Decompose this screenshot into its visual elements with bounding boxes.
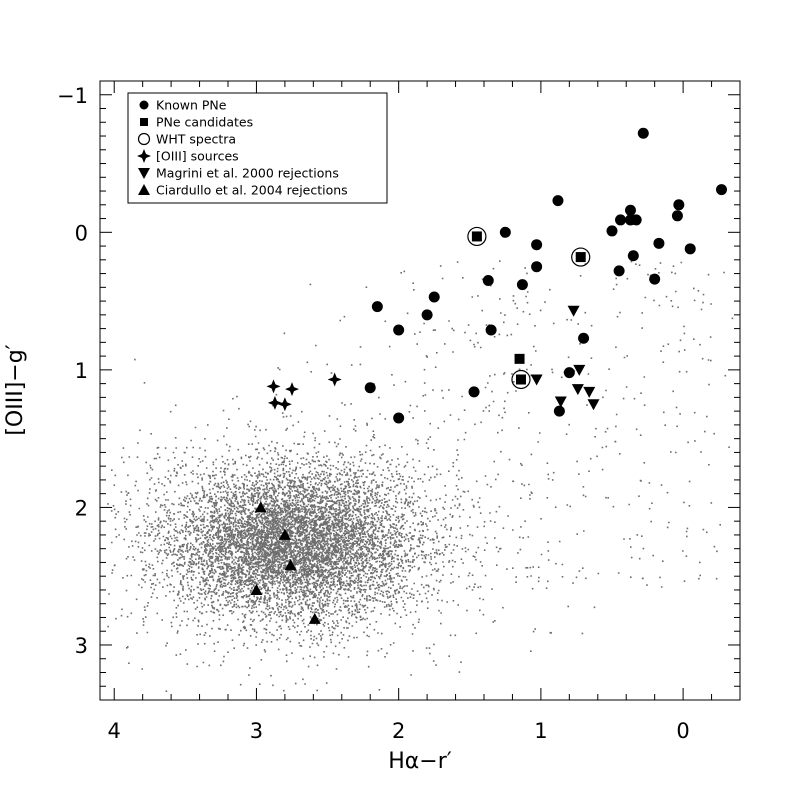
- filled-circle-marker: [428, 291, 440, 303]
- filled-circle-marker: [653, 237, 665, 249]
- legend: Known PNe PNe candidates WHT spectra [OIII]…: [127, 92, 388, 204]
- four-point-star-marker: [266, 379, 281, 394]
- down-triangle-marker: [554, 396, 567, 408]
- up-triangle-marker: [250, 583, 263, 595]
- up-triangle-marker: [284, 559, 297, 571]
- up-triangle-legend-icon: [138, 184, 150, 195]
- open-circle-legend-icon: [137, 132, 151, 146]
- legend-label: Ciardullo et al. 2004 rejections: [156, 183, 348, 198]
- filled-circle-marker: [673, 199, 685, 211]
- x-tick-label: 1: [534, 719, 547, 743]
- legend-item: [OIII] sources: [137, 149, 239, 164]
- four-point-star-marker: [277, 397, 292, 412]
- filled-square-marker: [471, 231, 482, 242]
- down-triangle-marker: [530, 374, 543, 386]
- marker-layer: [250, 127, 728, 624]
- y-tick-label: 2: [75, 496, 88, 520]
- four-point-star-marker: [267, 395, 282, 410]
- filled-circle-marker: [637, 127, 649, 139]
- filled-circle-marker: [371, 301, 383, 313]
- series-filled-square: [471, 231, 586, 385]
- filled-circle-marker: [613, 265, 625, 277]
- filled-circle-marker: [482, 274, 494, 286]
- down-triangle-marker: [583, 386, 596, 398]
- background-points: [107, 260, 734, 692]
- filled-circle-marker: [393, 412, 405, 424]
- filled-circle-legend-icon: [139, 100, 149, 110]
- four-point-star-marker: [285, 382, 299, 397]
- x-tick-label: 0: [676, 719, 689, 743]
- down-triangle-legend-icon: [138, 168, 150, 179]
- filled-circle-marker: [716, 184, 728, 196]
- legend-label: PNe candidates: [156, 115, 253, 130]
- background-star-cloud: [107, 260, 734, 692]
- down-triangle-marker: [571, 384, 584, 396]
- legend-box: [127, 92, 388, 204]
- filled-circle-marker: [468, 386, 480, 398]
- up-triangle-marker: [308, 612, 321, 624]
- x-tick-label: 3: [250, 719, 263, 743]
- series-four-point-star: [266, 372, 342, 412]
- plot-frame: [99, 80, 741, 701]
- up-triangle-marker: [278, 528, 291, 540]
- filled-circle-marker: [531, 261, 543, 273]
- filled-circle-marker: [563, 367, 575, 379]
- filled-circle-marker: [553, 405, 565, 417]
- filled-circle-marker: [615, 214, 627, 226]
- down-triangle-marker: [573, 364, 586, 376]
- filled-circle-marker: [630, 214, 642, 226]
- legend-label: [OIII] sources: [156, 149, 239, 164]
- x-tick-label: 2: [392, 719, 405, 743]
- open-circle-marker: [467, 226, 487, 247]
- x-tick-label: 4: [108, 719, 121, 743]
- y-axis-label: [OIII]−g′: [3, 344, 28, 435]
- down-triangle-marker: [587, 399, 600, 411]
- up-triangle-marker: [254, 501, 267, 513]
- legend-item: Ciardullo et al. 2004 rejections: [138, 183, 348, 198]
- x-axis-label: Hα−r′: [388, 749, 452, 774]
- y-tick-label: 3: [75, 634, 88, 658]
- down-triangle-marker: [567, 305, 580, 317]
- filled-circle-marker: [624, 204, 636, 216]
- filled-square-marker: [515, 374, 526, 385]
- series-filled-circle: [364, 127, 728, 424]
- filled-circle-marker: [578, 332, 590, 344]
- filled-circle-marker: [627, 250, 639, 262]
- filled-square-marker: [575, 252, 586, 263]
- filled-circle-marker: [671, 210, 683, 222]
- legend-item: Magrini et al. 2000 rejections: [138, 166, 339, 181]
- filled-circle-marker: [552, 195, 564, 207]
- four-point-star-marker: [327, 372, 342, 387]
- series-open-circle: [467, 226, 591, 390]
- open-circle-marker: [571, 247, 591, 267]
- filled-circle-marker: [364, 382, 376, 394]
- y-tick-label: 1: [75, 359, 88, 383]
- filled-square-legend-icon: [140, 118, 148, 126]
- series-up-triangle: [250, 501, 321, 624]
- legend-label: Known PNe: [156, 98, 227, 113]
- open-circle-marker: [511, 369, 531, 390]
- filled-circle-marker: [531, 239, 543, 251]
- series-down-triangle: [530, 305, 600, 411]
- legend-label: Magrini et al. 2000 rejections: [156, 166, 339, 181]
- four-point-star-legend-icon: [137, 149, 151, 163]
- y-tick-label: 0: [75, 221, 88, 245]
- legend-item: PNe candidates: [140, 115, 253, 130]
- legend-item: Known PNe: [139, 98, 227, 113]
- legend-label: WHT spectra: [156, 132, 236, 147]
- filled-circle-marker: [485, 324, 497, 336]
- filled-circle-marker: [649, 273, 661, 285]
- filled-circle-marker: [606, 225, 618, 237]
- filled-square-marker: [514, 353, 525, 364]
- legend-item: WHT spectra: [137, 132, 236, 147]
- tick-labels: 4 3 2 1 0 −1 0 1 2 3: [57, 84, 690, 743]
- filled-circle-marker: [393, 324, 405, 336]
- filled-circle-marker: [516, 279, 528, 291]
- filled-circle-marker: [421, 309, 433, 321]
- y-tick-label: −1: [57, 84, 88, 108]
- filled-circle-marker: [499, 226, 511, 238]
- axis-ticks: [100, 81, 740, 700]
- filled-circle-marker: [684, 243, 696, 255]
